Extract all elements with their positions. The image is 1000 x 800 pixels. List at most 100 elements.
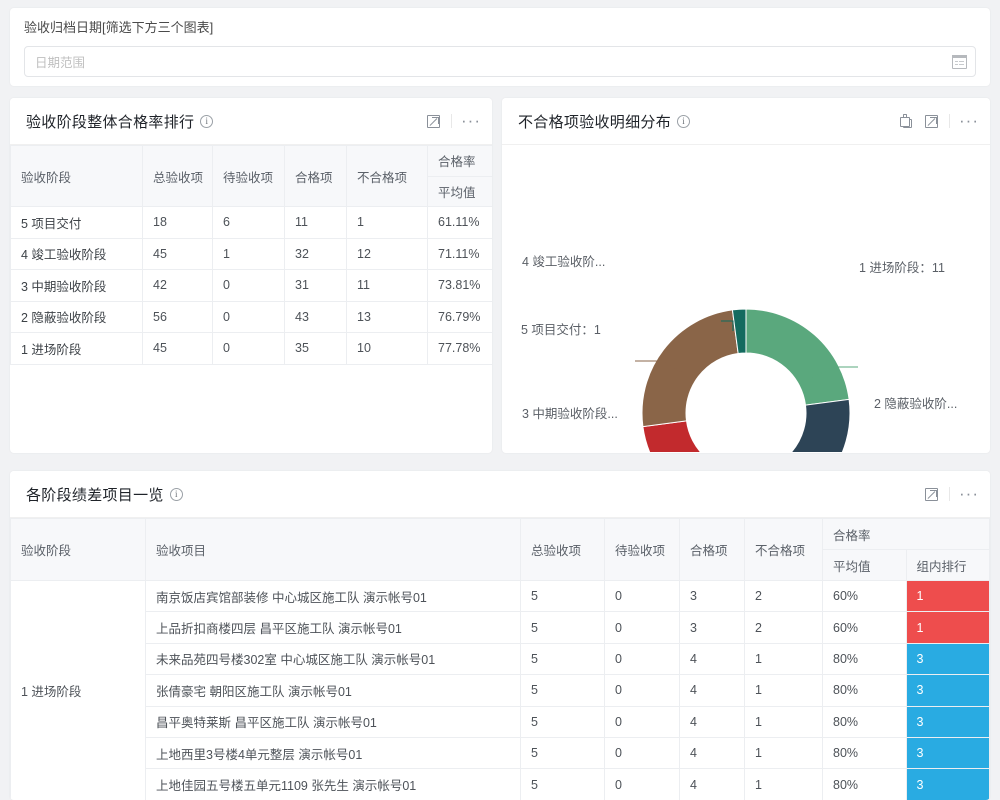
status-badge: 3 bbox=[906, 675, 989, 706]
project-cell: 上地佳园五号楼五单元1109 张先生 演示帐号01 bbox=[145, 768, 521, 800]
stage-group-cell: 1 进场阶段 bbox=[10, 580, 146, 800]
card-toolbar: ··· bbox=[897, 111, 979, 130]
fail-cell: 11 bbox=[346, 269, 428, 302]
col-total[interactable]: 总验收项 bbox=[142, 145, 213, 207]
col-group-pass-rate[interactable]: 合格率 bbox=[427, 145, 492, 177]
pass-cell: 43 bbox=[284, 300, 347, 333]
pass-cell: 4 bbox=[679, 768, 745, 800]
pending-cell: 0 bbox=[604, 705, 680, 738]
col-stage[interactable]: 验收阶段 bbox=[10, 145, 143, 207]
fail-cell: 1 bbox=[744, 768, 823, 800]
donut-slice[interactable] bbox=[642, 420, 746, 453]
fail-cell: 1 bbox=[346, 206, 428, 239]
rate-cell: 60% bbox=[822, 611, 907, 644]
donut-label-stage-3: 3 中期验收阶段... bbox=[522, 407, 618, 421]
info-icon[interactable]: i bbox=[200, 114, 214, 128]
pending-cell: 0 bbox=[604, 768, 680, 800]
unqualified-distribution-card: 不合格项验收明细分布 i ··· bbox=[502, 98, 990, 453]
rank-cell: 1 bbox=[905, 579, 990, 613]
table-row[interactable]: 昌平奥特莱斯 昌平区施工队 演示帐号01 5 0 4 1 80% 3 bbox=[11, 705, 990, 738]
rate-cell: 80% bbox=[822, 642, 907, 676]
pass-cell: 4 bbox=[679, 674, 745, 707]
table-body: 5 项目交付 18 6 11 1 61.11% 4 竣工验收阶段 45 1 32 12 71.11% 3… bbox=[10, 206, 492, 365]
table-row[interactable]: 张倩豪宅 朝阳区施工队 演示帐号01 5 0 4 1 80% 3 bbox=[11, 674, 990, 707]
external-link-icon[interactable] bbox=[425, 113, 442, 130]
fail-cell: 1 bbox=[744, 705, 823, 738]
more-icon[interactable]: ··· bbox=[461, 111, 481, 130]
col-stage[interactable]: 验收阶段 bbox=[10, 518, 146, 581]
donut-chart: 5 项目交付：1 1 进场阶段：11 2 隐蔽验收阶... 3 中期验收阶段..… bbox=[502, 145, 990, 453]
more-icon[interactable]: ··· bbox=[959, 111, 979, 130]
rate-cell: 71.11% bbox=[427, 237, 492, 270]
rank-table-scroll[interactable]: 验收阶段 总验收项 待验收项 合格项 不合格项 合格率 平均值 5 项目交付 18… bbox=[10, 145, 492, 365]
external-link-icon[interactable] bbox=[923, 113, 940, 130]
rate-cell: 77.78% bbox=[427, 332, 492, 365]
stage-cell: 2 隐蔽验收阶段 bbox=[10, 300, 143, 333]
total-cell: 56 bbox=[142, 300, 213, 333]
table-row[interactable]: 未来品苑四号楼302室 中心城区施工队 演示帐号01 5 0 4 1 80% 3 bbox=[11, 642, 990, 676]
date-range-input[interactable]: 日期范围 bbox=[24, 46, 976, 77]
col-avg[interactable]: 平均值 bbox=[427, 175, 492, 207]
col-avg[interactable]: 平均值 bbox=[822, 549, 907, 581]
info-icon[interactable]: i bbox=[677, 114, 691, 128]
col-total[interactable]: 总验收项 bbox=[520, 518, 605, 581]
donut-label-stage-5: 5 项目交付：1 bbox=[521, 323, 601, 337]
pending-cell: 0 bbox=[604, 674, 680, 707]
rate-cell: 80% bbox=[822, 768, 907, 800]
total-cell: 45 bbox=[142, 332, 213, 365]
rank-cell: 3 bbox=[905, 736, 990, 770]
poor-performance-projects-card: 各阶段绩差项目一览 i ··· 验收阶段 验收项目 总验收项 待验收项 合格项 … bbox=[10, 471, 990, 800]
external-link-icon[interactable] bbox=[923, 486, 940, 503]
status-badge: 3 bbox=[906, 706, 989, 737]
table-row[interactable]: 5 项目交付 18 6 11 1 61.11% bbox=[10, 206, 492, 239]
pending-cell: 0 bbox=[212, 332, 285, 365]
total-cell: 42 bbox=[142, 269, 213, 302]
table-row[interactable]: 1 进场阶段 南京饭店宾馆部装修 中心城区施工队 演示帐号01 5 0 3 2 60% 1 bbox=[10, 579, 990, 800]
pass-cell: 11 bbox=[284, 206, 347, 239]
col-pending[interactable]: 待验收项 bbox=[212, 145, 285, 207]
col-pending[interactable]: 待验收项 bbox=[604, 518, 680, 581]
table-row[interactable]: 上品折扣商楼四层 昌平区施工队 演示帐号01 5 0 3 2 60% 1 bbox=[11, 611, 990, 644]
table-row[interactable]: 1 进场阶段 45 0 35 10 77.78% bbox=[10, 332, 492, 365]
total-cell: 5 bbox=[520, 674, 605, 707]
fail-cell: 1 bbox=[744, 674, 823, 707]
more-icon[interactable]: ··· bbox=[959, 484, 979, 503]
col-fail[interactable]: 不合格项 bbox=[744, 518, 823, 581]
total-cell: 5 bbox=[520, 768, 605, 800]
pending-cell: 0 bbox=[604, 611, 680, 644]
col-group-rank[interactable]: 组内排行 bbox=[905, 549, 990, 581]
pass-cell: 4 bbox=[679, 736, 745, 770]
rank-cell: 3 bbox=[905, 705, 990, 738]
donut-slice[interactable] bbox=[746, 398, 851, 453]
card-toolbar: ··· bbox=[923, 484, 979, 503]
table-row[interactable]: 3 中期验收阶段 42 0 31 11 73.81% bbox=[10, 269, 492, 302]
status-badge: 3 bbox=[906, 737, 989, 769]
copy-icon[interactable] bbox=[897, 113, 914, 130]
total-cell: 5 bbox=[520, 579, 605, 613]
pass-cell: 3 bbox=[679, 611, 745, 644]
project-cell: 昌平奥特莱斯 昌平区施工队 演示帐号01 bbox=[145, 705, 521, 738]
table-row[interactable]: 2 隐蔽验收阶段 56 0 43 13 76.79% bbox=[10, 300, 492, 333]
col-pass[interactable]: 合格项 bbox=[284, 145, 347, 207]
table-row[interactable]: 4 竣工验收阶段 45 1 32 12 71.11% bbox=[10, 237, 492, 270]
project-cell: 张倩豪宅 朝阳区施工队 演示帐号01 bbox=[145, 674, 521, 707]
info-icon[interactable]: i bbox=[169, 487, 183, 501]
donut-slice[interactable] bbox=[641, 309, 739, 428]
fail-cell: 12 bbox=[346, 237, 428, 270]
pending-cell: 1 bbox=[212, 237, 285, 270]
page-title: 不合格项验收明细分布 bbox=[518, 113, 672, 131]
pass-rate-ranking-table: 验收阶段 总验收项 待验收项 合格项 不合格项 合格率 平均值 5 项目交付 18… bbox=[10, 145, 492, 365]
rate-cell: 80% bbox=[822, 705, 907, 738]
col-fail[interactable]: 不合格项 bbox=[346, 145, 428, 207]
pass-cell: 4 bbox=[679, 705, 745, 738]
donut-slice[interactable] bbox=[745, 308, 850, 406]
col-group-pass-rate[interactable]: 合格率 bbox=[822, 518, 990, 550]
donut-slice[interactable] bbox=[731, 308, 747, 355]
calendar-icon[interactable] bbox=[952, 54, 967, 69]
table-row[interactable]: 上地西里3号楼4单元整层 演示帐号01 5 0 4 1 80% 3 bbox=[11, 736, 990, 770]
table-row[interactable]: 上地佳园五号楼五单元1109 张先生 演示帐号01 5 0 4 1 80% 3 bbox=[11, 768, 990, 800]
total-cell: 5 bbox=[520, 611, 605, 644]
col-project[interactable]: 验收项目 bbox=[145, 518, 521, 581]
col-pass[interactable]: 合格项 bbox=[679, 518, 745, 581]
date-filter-card: 验收归档日期[筛选下方三个图表] 日期范围 bbox=[10, 8, 990, 86]
